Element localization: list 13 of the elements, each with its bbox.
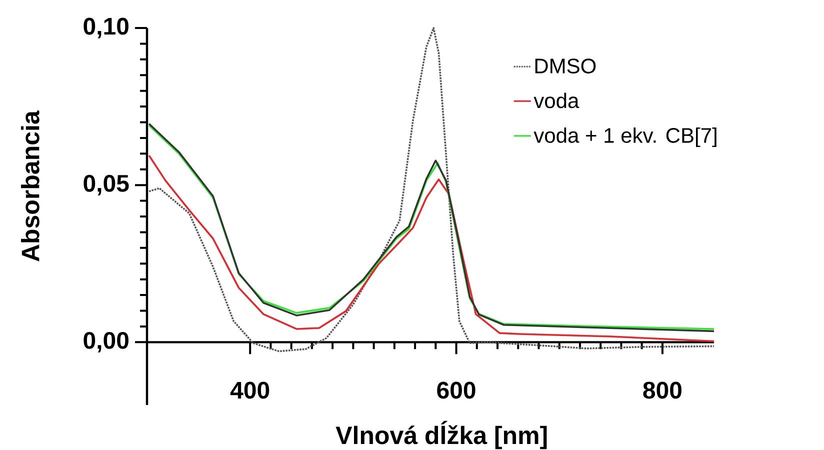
y-axis-title: Absorbancia — [21, 110, 40, 262]
y-tick-label: 0,10 — [84, 18, 128, 38]
legend-label: voda — [534, 92, 580, 108]
legend-label: DMSO — [535, 58, 596, 74]
y-tick-label: 0,05 — [84, 174, 129, 196]
y-tick-label: 0,00 — [84, 332, 128, 352]
legend-label: voda + 1 ekv. CB[7] — [534, 127, 716, 148]
line-series — [148, 154, 715, 342]
x-tick-label: 400 — [230, 382, 270, 399]
x-axis-title: Vlnová dĺžka [nm] — [336, 420, 547, 450]
x-tick-label: 800 — [643, 382, 682, 399]
x-tick-label: 600 — [437, 382, 476, 399]
line-series — [148, 27, 715, 352]
